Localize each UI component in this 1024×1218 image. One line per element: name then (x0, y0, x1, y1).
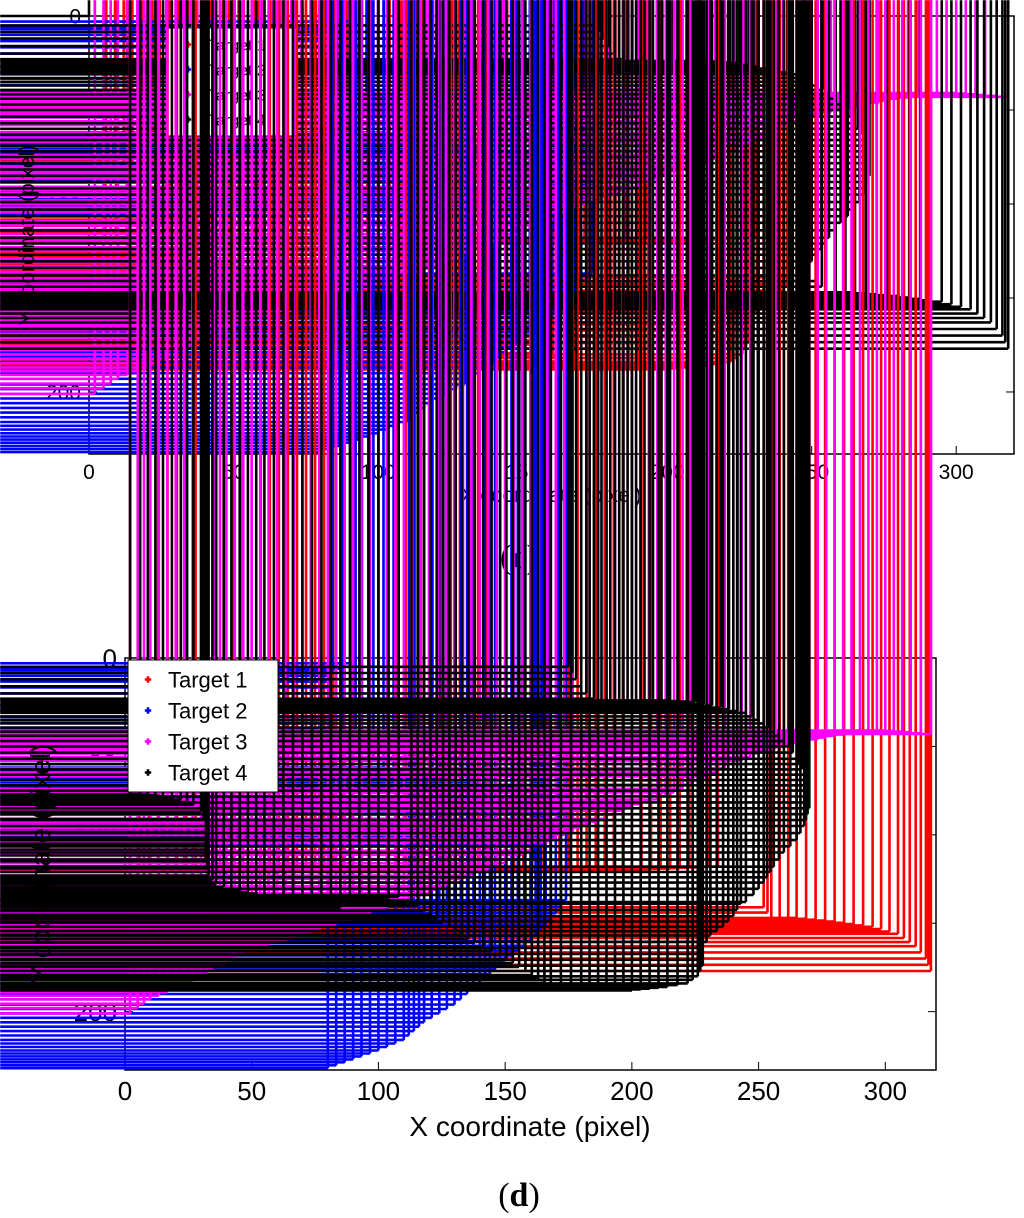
x-tick-label: 0 (118, 1076, 132, 1106)
x-tick-label: 100 (357, 1076, 400, 1106)
legend-marker (144, 676, 152, 683)
panel-d-marks (0, 0, 933, 1070)
legend-label: Target 2 (168, 698, 248, 723)
panel-d-ylabel: Y coordinate (pixel) (25, 744, 56, 985)
legend-box (127, 659, 279, 793)
legend-label: Target 3 (168, 729, 248, 754)
legend-label: Target 1 (168, 667, 248, 692)
x-tick-label: 300 (864, 1076, 907, 1106)
panel-d-label: (d) (498, 1177, 540, 1214)
x-tick-label: 150 (483, 1076, 526, 1106)
legend-label: Target 4 (168, 760, 248, 785)
legend-marker (144, 769, 152, 776)
x-tick-label: 300 (939, 461, 974, 484)
panel-d-letter: d (510, 1177, 529, 1214)
x-tick-label: 250 (737, 1076, 780, 1106)
x-tick-label: 200 (610, 1076, 653, 1106)
legend-marker (144, 738, 152, 745)
panel-c-ylabel: Y coordinate (pixel) (16, 145, 39, 326)
x-tick-label: 0 (83, 461, 95, 484)
panel-d-legend: Target 1 Target 2 Target 3 Target 4 (127, 659, 279, 793)
series-target-4 (0, 0, 811, 992)
panel-d-xlabel: X coordinate (pixel) (409, 1111, 650, 1142)
series-points (0, 0, 811, 992)
x-tick-label: 50 (237, 1076, 266, 1106)
legend-marker (144, 707, 152, 714)
